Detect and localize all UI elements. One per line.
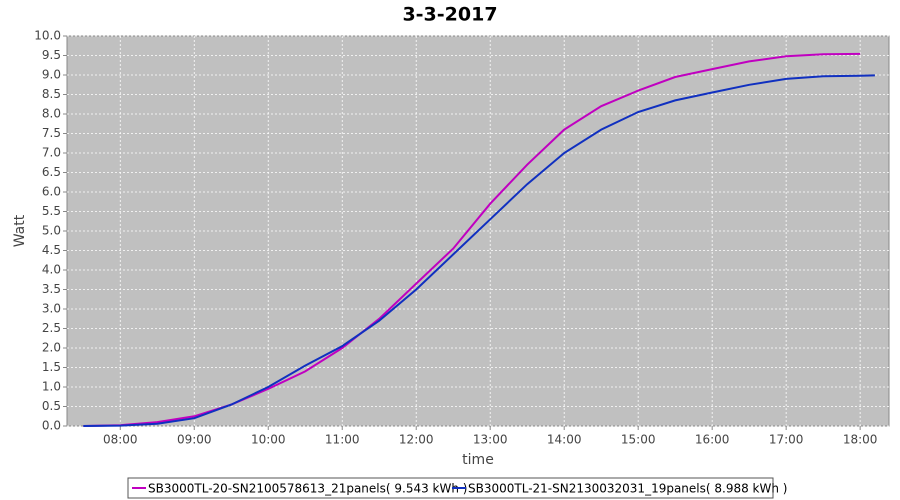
x-tick-label: 15:00 [621, 433, 656, 447]
x-axis-label: time [462, 452, 494, 468]
y-tick-label: 6.0 [42, 185, 61, 199]
y-tick-label: 6.5 [42, 165, 61, 179]
x-tick-label: 16:00 [695, 433, 730, 447]
y-tick-label: 4.0 [42, 263, 61, 277]
y-axis-label: Watt [12, 214, 28, 247]
y-tick-label: 8.5 [42, 87, 61, 101]
legend-box [127, 477, 774, 499]
y-tick-label: 0.0 [42, 419, 61, 433]
y-tick-label: 10.0 [34, 29, 61, 43]
x-tick-label: 09:00 [177, 433, 212, 447]
series-line [83, 74, 875, 427]
y-tick-label: 7.0 [42, 146, 61, 160]
x-tick-label: 11:00 [325, 433, 360, 447]
x-tick-label: 13:00 [473, 433, 508, 447]
y-tick-label: 8.0 [42, 107, 61, 121]
legend-label: SB3000TL-20-SN2100578613_21panels( 9.543… [148, 482, 467, 496]
x-tick-label: 18:00 [843, 433, 878, 447]
x-tick-label: 17:00 [769, 433, 804, 447]
x-tick-label: 08:00 [103, 433, 138, 447]
y-tick-label: 0.5 [42, 399, 61, 413]
y-tick-label: 3.0 [42, 302, 61, 316]
legend-label: SB3000TL-21-SN2130032031_19panels( 8.988… [468, 482, 787, 496]
y-tick-label: 5.0 [42, 224, 61, 238]
y-tick-label: 1.0 [42, 380, 61, 394]
y-tick-label: 5.5 [42, 204, 61, 218]
y-tick-label: 9.0 [42, 68, 61, 82]
y-tick-label: 1.5 [42, 360, 61, 374]
x-tick-label: 10:00 [251, 433, 286, 447]
y-tick-label: 2.0 [42, 341, 61, 355]
x-tick-label: 14:00 [547, 433, 582, 447]
y-tick-label: 3.5 [42, 282, 61, 296]
x-tick-label: 12:00 [399, 433, 434, 447]
y-tick-label: 2.5 [42, 321, 61, 335]
y-tick-label: 9.5 [42, 48, 61, 62]
y-tick-label: 4.5 [42, 243, 61, 257]
y-tick-label: 7.5 [42, 126, 61, 140]
chart-title: 3-3-2017 [402, 4, 497, 26]
